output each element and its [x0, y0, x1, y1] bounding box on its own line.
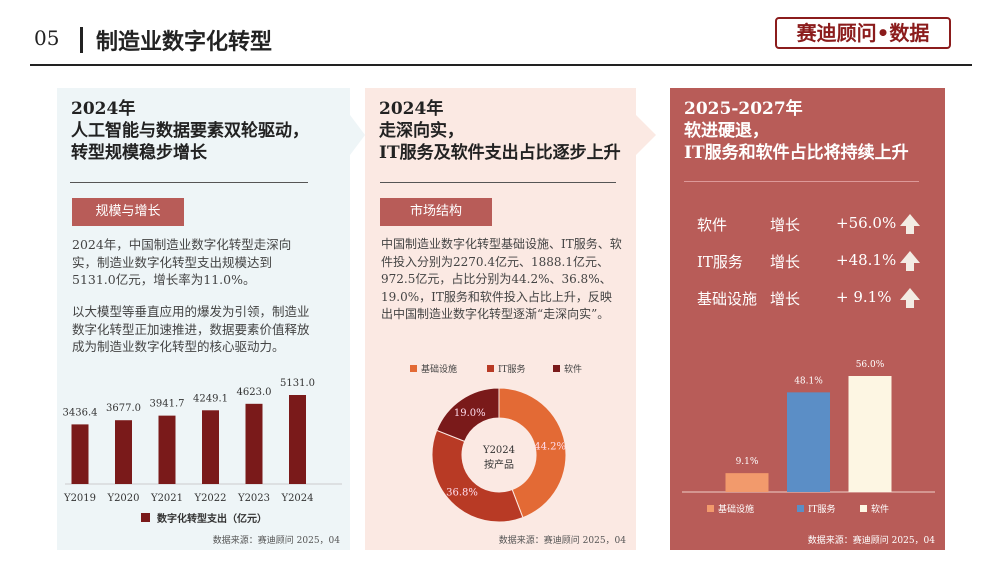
- title-line: 2024年: [71, 99, 136, 119]
- data-label: 3436.4: [63, 407, 98, 418]
- panel-title: 2025-2027年 软进硬退， IT服务和软件占比将持续上升: [684, 98, 909, 164]
- slice-label: 19.0%: [454, 408, 486, 419]
- x-tick-label: Y2024: [280, 493, 313, 504]
- donut-slice: [498, 387, 567, 519]
- legend-swatch: [707, 505, 714, 512]
- divider: [380, 182, 616, 183]
- growth-bar-chart: 9.1% 基础设施 48.1% IT服务 56.0% 软件: [682, 360, 935, 515]
- title-line: 2025-2027年: [684, 99, 803, 119]
- x-tick-label: Y2020: [106, 493, 139, 504]
- legend-label: 软件: [871, 503, 889, 515]
- growth-row: IT服务 增长 +48.1%: [697, 251, 927, 275]
- data-source: 数据来源：赛迪顾问 2025，04: [212, 536, 340, 546]
- bar: [289, 395, 306, 484]
- divider: [70, 182, 308, 183]
- row-metric: 增长: [770, 253, 801, 271]
- panel-forecast: 2025-2027年 软进硬退， IT服务和软件占比将持续上升 软件 增长 +56.…: [670, 88, 945, 550]
- row-value: +48.1%: [836, 251, 897, 269]
- data-source: 数据来源：赛迪顾问 2025，04: [498, 536, 626, 546]
- center-label: 按产品: [484, 458, 514, 471]
- data-label: 48.1%: [794, 376, 823, 386]
- legend-swatch: [410, 365, 417, 372]
- data-source: 数据来源：赛迪顾问 2025，04: [807, 536, 935, 546]
- row-label: 软件: [697, 216, 728, 234]
- title-line: 2024年: [379, 99, 444, 119]
- page-title: 制造业数字化转型: [96, 29, 273, 55]
- donut-slice: [431, 429, 524, 523]
- data-label: 9.1%: [736, 457, 759, 467]
- row-label: IT服务: [697, 253, 743, 271]
- title-line: 人工智能与数据要素双轮驱动，: [71, 121, 309, 141]
- slice-label: 36.8%: [446, 488, 478, 499]
- panel-scale-growth: 2024年 人工智能与数据要素双轮驱动， 转型规模稳步增长 规模与增长 2024…: [57, 88, 350, 550]
- title-line: IT服务和软件占比将持续上升: [684, 143, 909, 163]
- arrow-up-icon: [900, 288, 920, 308]
- bar: [158, 415, 176, 484]
- panel-market-structure: 2024年 走深向实， IT服务及软件支出占比逐步上升 市场结构 中国制造业数字…: [365, 88, 636, 550]
- section-tag: 市场结构: [380, 198, 492, 226]
- data-label: 4623.0: [237, 387, 272, 398]
- paragraph: 中国制造业数字化转型基础设施、IT服务、软件投入分别为2270.4亿元、1888…: [381, 237, 622, 321]
- title-line: 软进硬退，: [684, 121, 769, 141]
- panel-title: 2024年 走深向实， IT服务及软件支出占比逐步上升: [379, 98, 621, 164]
- legend-swatch: [860, 505, 867, 512]
- legend-label: IT服务: [498, 363, 526, 375]
- x-tick-label: Y2019: [63, 493, 96, 504]
- donut-slice: [436, 387, 500, 443]
- growth-row: 软件 增长 +56.0%: [697, 214, 927, 238]
- legend-swatch: [487, 365, 494, 372]
- legend-label: 基础设施: [718, 503, 754, 515]
- spending-bar-chart: 3436.4 Y2019 3677.0 Y2020 3941.7 Y2021 4249.1 Y…: [63, 378, 342, 525]
- divider: [684, 181, 919, 182]
- legend-label: 软件: [564, 363, 582, 375]
- slice-label: 44.2%: [534, 442, 566, 453]
- data-label: 4249.1: [193, 393, 228, 404]
- legend-label: IT服务: [808, 503, 836, 515]
- bar: [71, 424, 89, 484]
- data-label: 3941.7: [150, 399, 185, 410]
- center-label: Y2024: [482, 445, 515, 456]
- arrow-up-icon: [900, 214, 920, 234]
- x-tick-label: Y2023: [237, 493, 270, 504]
- paragraph: 2024年，中国制造业数字化转型走深向实，制造业数字化转型支出规模达到5131.…: [72, 237, 292, 287]
- logo: 赛迪顾问•数据: [775, 17, 951, 49]
- bar: [115, 420, 132, 484]
- data-label: 3677.0: [106, 403, 141, 414]
- x-tick-label: Y2021: [150, 493, 183, 504]
- growth-row: 基础设施 增长 + 9.1%: [697, 288, 927, 312]
- title-line: 走深向实，: [379, 121, 464, 141]
- header-divider: [30, 64, 972, 66]
- x-tick-label: Y2022: [193, 493, 226, 504]
- legend-swatch: [797, 505, 804, 512]
- paragraph: 以大模型等垂直应用的爆发为引领，制造业数字化转型正加速推进，数据要素价值释放成为…: [72, 304, 310, 354]
- title-line: 转型规模稳步增长: [71, 143, 207, 163]
- header-separator: [80, 27, 83, 53]
- row-label: 基础设施: [697, 290, 758, 308]
- structure-donut-chart: 44.2% 基础设施 36.8% IT服务 19.0% 软件 Y2024 按产品: [410, 363, 582, 523]
- chevron-arrow-2: [636, 115, 656, 155]
- bar: [245, 403, 263, 484]
- bar: [202, 410, 219, 484]
- panel-title: 2024年 人工智能与数据要素双轮驱动， 转型规模稳步增长: [71, 98, 309, 164]
- bar: [848, 376, 892, 492]
- section-tag: 规模与增长: [72, 198, 184, 226]
- legend-label: 基础设施: [421, 363, 457, 375]
- title-line: IT服务及软件支出占比逐步上升: [379, 143, 621, 163]
- row-value: + 9.1%: [836, 288, 892, 306]
- data-label: 5131.0: [280, 378, 315, 389]
- bar: [787, 392, 830, 492]
- data-label: 56.0%: [856, 360, 885, 370]
- row-metric: 增长: [770, 216, 801, 234]
- arrow-up-icon: [900, 251, 920, 271]
- legend-swatch: [141, 513, 150, 522]
- legend-swatch: [553, 365, 560, 372]
- chevron-arrow-1: [350, 115, 365, 155]
- row-value: +56.0%: [836, 214, 897, 232]
- legend-label: 数字化转型支出（亿元）: [157, 512, 267, 525]
- section-number: 05: [34, 26, 60, 50]
- bar: [725, 473, 769, 492]
- row-metric: 增长: [770, 290, 801, 308]
